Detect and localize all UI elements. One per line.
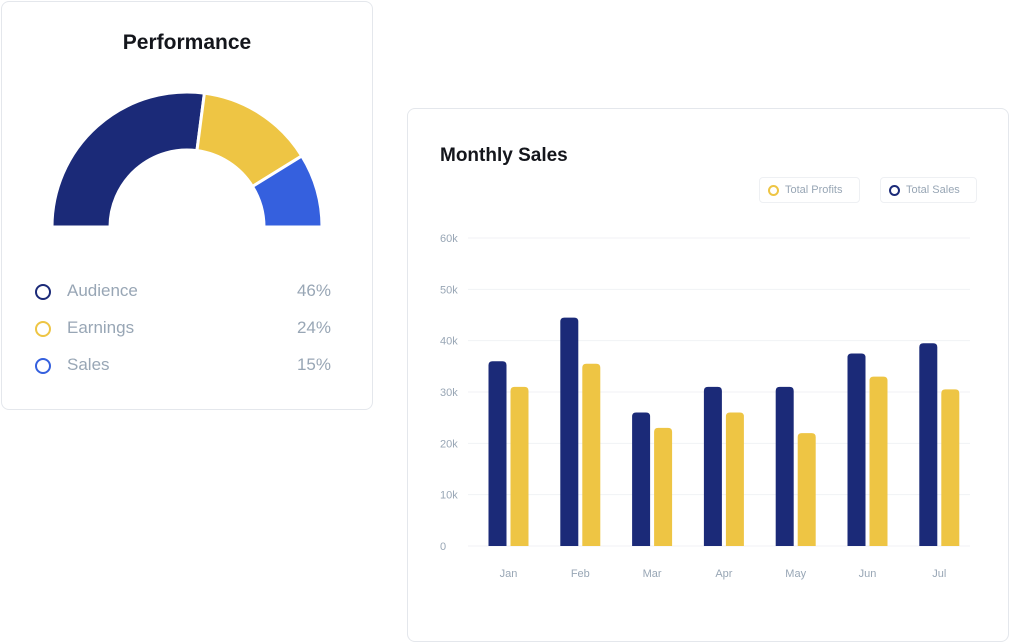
legend-value: 15%: [296, 355, 331, 374]
performance-card: Performance Audience 46% Earnings 24% Sa…: [1, 1, 373, 410]
bar-total-sales-mar[interactable]: [632, 412, 651, 546]
legend-item-earnings: Earnings 24%: [34, 317, 334, 341]
bar-total-sales-apr[interactable]: [703, 386, 722, 546]
bar-total-profits-mar[interactable]: [654, 427, 673, 546]
bar-total-profits-jan[interactable]: [510, 386, 529, 546]
total-sales-dot-icon: [889, 185, 900, 196]
legend-value: 46%: [296, 281, 331, 300]
bar-total-sales-may[interactable]: [775, 386, 794, 546]
legend-value: 24%: [296, 318, 331, 337]
bar-total-sales-jul[interactable]: [919, 343, 938, 546]
bar-total-profits-feb[interactable]: [582, 363, 601, 546]
x-tick-label: Mar: [643, 568, 662, 580]
y-tick-label: 40k: [440, 336, 458, 348]
bar-total-sales-jan[interactable]: [488, 361, 507, 546]
x-tick-label: Jul: [932, 568, 946, 580]
legend-label: Audience: [67, 281, 138, 300]
sales-dot-icon: [35, 358, 51, 374]
gauge-segment-sales: [250, 153, 324, 229]
legend-item-sales: Sales 15%: [34, 354, 334, 378]
bar-total-sales-feb[interactable]: [560, 317, 579, 546]
legend-label: Earnings: [67, 318, 135, 337]
performance-gauge: [50, 90, 324, 229]
monthly-sales-bar-chart: 0 10k 20k 30k 40k 50k 60k Jan Feb Mar Apr May Jun Jul: [440, 233, 970, 580]
x-tick-label: May: [785, 568, 806, 580]
bar-total-profits-apr[interactable]: [725, 412, 744, 546]
y-tick-label: 0: [440, 541, 446, 553]
x-tick-label: Apr: [715, 568, 732, 580]
total-profits-dot-icon: [768, 185, 779, 196]
legend-label: Sales: [67, 355, 110, 374]
bar-total-profits-jun[interactable]: [869, 376, 888, 546]
legend-label: Total Sales: [906, 184, 960, 196]
y-tick-label: 30k: [440, 387, 458, 399]
y-tick-label: 20k: [440, 438, 458, 450]
legend-total-sales[interactable]: Total Sales: [880, 177, 977, 203]
x-tick-label: Jan: [500, 568, 518, 580]
gauge-segment-audience: [50, 90, 207, 229]
y-tick-label: 10k: [440, 490, 458, 502]
earnings-dot-icon: [35, 321, 51, 337]
legend-item-audience: Audience 46%: [34, 280, 334, 304]
bar-total-profits-may[interactable]: [797, 433, 816, 546]
x-tick-label: Feb: [571, 568, 590, 580]
x-tick-label: Jun: [859, 568, 877, 580]
audience-dot-icon: [35, 284, 51, 300]
performance-title: Performance: [122, 31, 252, 54]
monthly-sales-title: Monthly Sales: [440, 145, 568, 166]
y-tick-label: 60k: [440, 233, 458, 245]
monthly-sales-card: Monthly Sales Total Profits Total Sales …: [407, 108, 1009, 642]
y-tick-label: 50k: [440, 284, 458, 296]
bar-total-sales-jun[interactable]: [847, 353, 866, 547]
legend-total-profits[interactable]: Total Profits: [759, 177, 860, 203]
legend-label: Total Profits: [785, 184, 843, 196]
bar-total-profits-jul[interactable]: [941, 389, 960, 546]
